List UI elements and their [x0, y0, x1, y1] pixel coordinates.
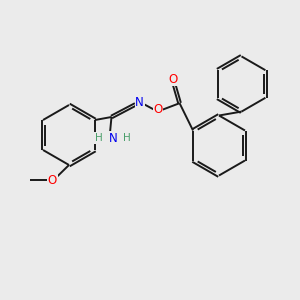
Text: N: N: [135, 96, 144, 109]
Text: N: N: [109, 131, 117, 145]
Text: H: H: [123, 133, 130, 143]
Text: H: H: [95, 133, 103, 143]
Text: O: O: [48, 173, 57, 187]
Text: O: O: [153, 103, 163, 116]
Text: O: O: [168, 73, 177, 86]
